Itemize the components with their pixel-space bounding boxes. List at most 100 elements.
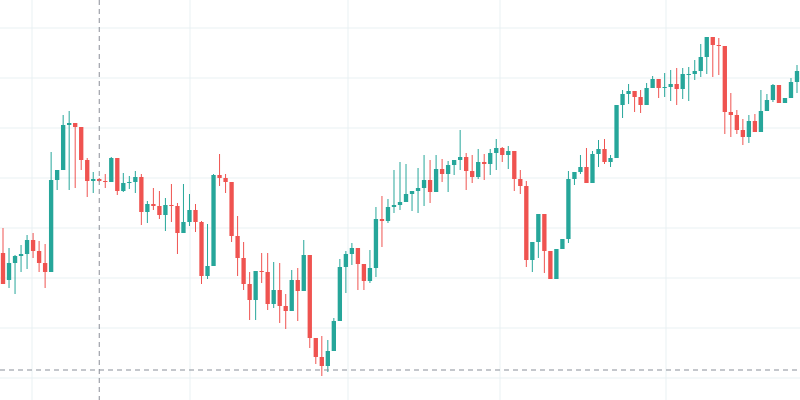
candle-body	[12, 256, 18, 263]
candle	[169, 184, 174, 222]
candle-body	[79, 127, 84, 160]
candles	[0, 37, 800, 376]
candle	[187, 194, 192, 226]
candle-body	[73, 123, 78, 127]
candle	[524, 181, 529, 267]
candle-body	[397, 202, 403, 205]
candle	[451, 160, 457, 175]
candle-body	[650, 79, 655, 88]
candle	[704, 37, 709, 74]
candle	[584, 148, 589, 183]
candle	[0, 228, 6, 284]
candle	[518, 170, 523, 194]
candle	[385, 199, 391, 223]
candle	[722, 46, 727, 134]
candle-body	[415, 188, 421, 191]
candle-body	[704, 37, 709, 57]
candle-body	[247, 284, 252, 300]
candle-body	[145, 204, 150, 212]
candle	[265, 253, 270, 310]
candle-body	[229, 182, 234, 236]
candle-body	[770, 85, 776, 100]
candle	[620, 90, 625, 118]
candle-body	[680, 74, 685, 89]
candle	[343, 251, 349, 293]
candle	[42, 244, 48, 288]
candle-body	[391, 205, 397, 207]
candle	[223, 174, 228, 193]
candle	[307, 255, 312, 348]
candle-body	[169, 205, 174, 206]
candle	[578, 155, 583, 174]
candle-body	[289, 280, 294, 311]
candle	[73, 123, 78, 188]
candle	[379, 196, 385, 247]
candle	[632, 91, 637, 112]
candle	[313, 338, 318, 364]
candle	[241, 242, 246, 290]
candle	[427, 160, 433, 203]
candle-body	[716, 45, 721, 46]
candle-body	[373, 219, 379, 268]
candle	[433, 155, 439, 192]
candle	[698, 44, 703, 77]
candle	[566, 171, 571, 243]
candle	[692, 60, 697, 80]
candle-body	[301, 255, 306, 291]
candle	[770, 84, 776, 102]
candle-body	[24, 240, 30, 254]
candle	[361, 264, 367, 290]
candle-body	[464, 157, 469, 171]
candle	[295, 268, 300, 321]
candle	[54, 170, 60, 190]
candle-body	[686, 74, 691, 75]
candle-body	[794, 71, 800, 82]
candle	[415, 168, 421, 213]
candle	[488, 149, 493, 175]
candle	[60, 115, 66, 170]
candle	[199, 221, 204, 284]
candle-body	[6, 263, 12, 280]
candle	[788, 78, 794, 98]
candle-body	[67, 123, 72, 125]
candle-body	[217, 175, 222, 178]
candle	[18, 245, 24, 272]
candle-body	[554, 249, 559, 279]
candle	[662, 73, 667, 97]
candle	[740, 119, 746, 145]
candle-body	[325, 351, 330, 366]
candle	[506, 146, 511, 169]
candle-body	[385, 207, 391, 221]
candle	[193, 204, 198, 232]
candle-body	[518, 179, 523, 186]
candle-body	[746, 121, 752, 137]
candle-body	[409, 191, 415, 194]
candle-body	[223, 178, 228, 182]
candle	[464, 153, 469, 190]
candle	[91, 172, 96, 193]
candle-body	[163, 205, 168, 215]
candle-body	[608, 158, 613, 162]
candle-body	[626, 91, 631, 94]
candle-body	[379, 219, 385, 221]
candle	[794, 65, 800, 93]
candle-body	[632, 91, 637, 97]
candle	[602, 139, 607, 164]
candle-body	[638, 97, 643, 105]
candle	[686, 67, 691, 101]
candle-body	[656, 79, 661, 88]
candle-body	[433, 169, 439, 192]
candle-body	[109, 158, 114, 182]
candle-body	[728, 112, 733, 115]
candle-body	[199, 222, 204, 276]
candle-body	[85, 160, 90, 181]
candle	[205, 224, 210, 279]
candle-body	[151, 204, 156, 206]
candle	[470, 155, 475, 183]
candle	[301, 240, 306, 291]
candle-body	[782, 98, 788, 103]
candle	[145, 201, 150, 223]
candle	[397, 162, 403, 210]
